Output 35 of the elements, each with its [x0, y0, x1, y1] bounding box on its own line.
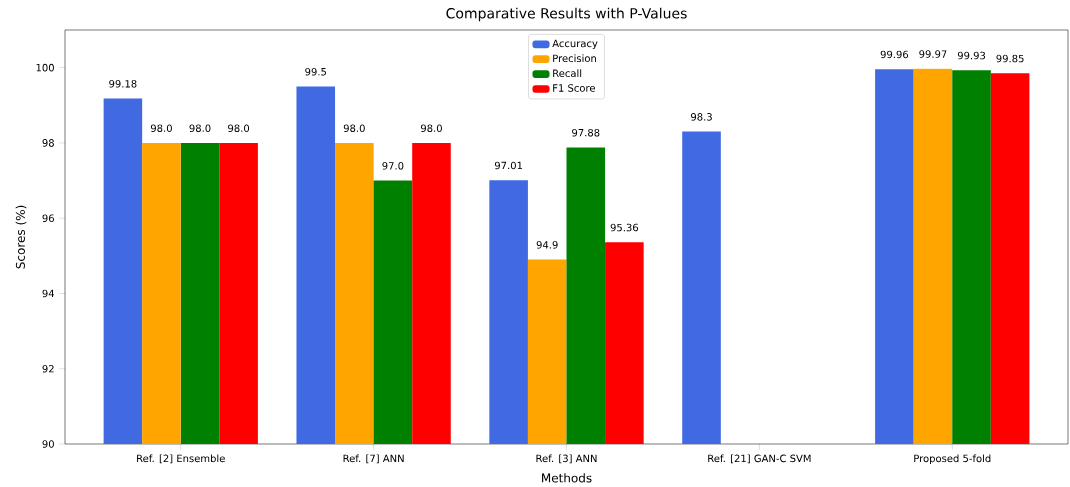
x-tick-label: Ref. [7] ANN: [343, 454, 404, 464]
data-label: 98.0: [150, 124, 172, 132]
data-label: 99.97: [919, 50, 947, 58]
data-label: 98.0: [343, 124, 365, 132]
data-label: 97.01: [494, 161, 523, 170]
data-label: 94.9: [536, 241, 558, 249]
x-tick-label: Ref. [3] ANN: [536, 454, 597, 464]
legend-label: F1 Score: [553, 84, 595, 92]
x-tick-label: Proposed 5-fold: [914, 454, 991, 465]
legend-label: Recall: [553, 69, 582, 78]
legend-label: Precision: [553, 54, 596, 63]
data-label: 98.0: [189, 124, 211, 132]
data-label: 98.0: [420, 124, 442, 132]
y-tick-label: 94: [42, 289, 55, 298]
legend-label: Accuracy: [552, 39, 598, 50]
y-axis-title: Scores (%): [15, 205, 27, 269]
data-label: 97.0: [382, 162, 404, 170]
y-tick-label: 100: [36, 63, 54, 72]
y-tick-label: 92: [42, 364, 54, 373]
y-tick-label: 96: [42, 214, 54, 222]
data-label: 99.93: [957, 51, 986, 60]
data-label: 95.36: [610, 223, 639, 232]
data-label: 99.18: [109, 80, 137, 88]
chart-title: Comparative Results with P-Values: [446, 7, 687, 22]
data-label: 99.85: [996, 54, 1024, 63]
data-label: 98.3: [691, 113, 712, 121]
data-label: 97.88: [572, 128, 600, 137]
data-label: 99.96: [880, 50, 909, 59]
x-tick-label: Ref. [2] Ensemble: [137, 454, 225, 464]
x-axis-title: Methods: [542, 473, 592, 483]
data-label: 99.5: [305, 67, 327, 76]
y-tick-label: 98: [42, 139, 54, 147]
x-tick-label: Ref. [21] GAN-C SVM: [708, 454, 811, 464]
data-label: 98.0: [228, 124, 250, 132]
y-tick-label: 90: [42, 440, 54, 448]
